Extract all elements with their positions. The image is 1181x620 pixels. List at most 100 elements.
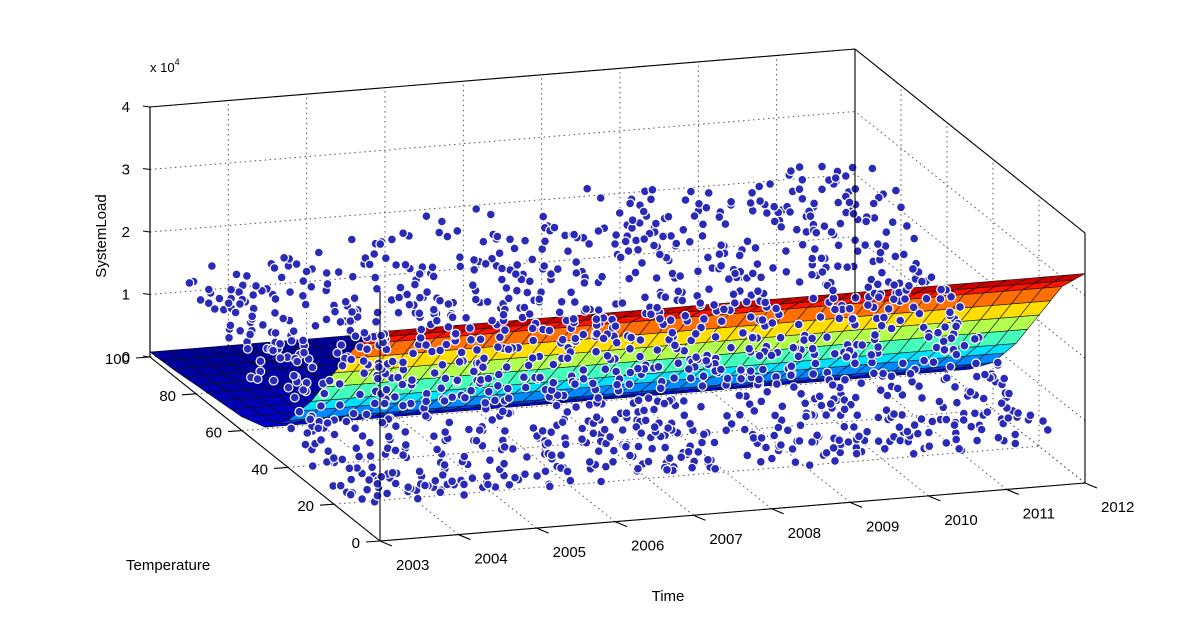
- scatter-series-2005: [346, 228, 576, 492]
- scatter-point: [471, 435, 482, 446]
- scatter-point: [492, 342, 503, 353]
- scatter-point: [805, 211, 816, 222]
- scatter-point: [775, 332, 786, 343]
- scatter-point: [242, 343, 253, 354]
- scatter-point: [431, 315, 442, 326]
- scatter-point: [842, 262, 853, 273]
- scatter-point: [347, 306, 358, 317]
- scatter-point: [379, 398, 390, 409]
- scatter-point: [736, 373, 747, 384]
- scatter-point: [487, 414, 498, 425]
- y-tick-mark: [227, 430, 243, 433]
- scatter-point: [881, 227, 892, 238]
- scatter-point: [969, 408, 980, 419]
- scatter-point: [710, 331, 721, 342]
- scatter-point: [653, 361, 664, 372]
- z-tick-label: 2: [122, 224, 130, 241]
- scatter-point: [450, 328, 461, 339]
- scatter-point: [443, 299, 454, 310]
- scatter-point: [817, 267, 828, 278]
- scatter-point: [819, 221, 830, 232]
- scatter-point: [527, 323, 538, 334]
- scatter-point: [566, 287, 577, 298]
- scatter-point: [741, 296, 752, 307]
- scatter-point: [289, 392, 300, 403]
- scatter-point: [427, 346, 438, 357]
- scatter-point: [821, 410, 832, 421]
- scatter-point: [503, 293, 514, 304]
- scatter-point: [492, 380, 503, 391]
- scatter-point: [744, 399, 755, 410]
- scatter-point: [949, 420, 960, 431]
- scatter-point: [437, 470, 448, 481]
- scatter-point: [329, 429, 340, 440]
- scatter-series-2010: [745, 162, 967, 459]
- scatter-point: [839, 421, 850, 432]
- scatter-point: [701, 202, 712, 213]
- scatter-point: [935, 293, 946, 304]
- scatter-point: [923, 427, 934, 438]
- scatter-point: [364, 437, 375, 448]
- scatter-point: [334, 400, 345, 411]
- scatter-point: [524, 309, 535, 320]
- scatter-point: [757, 364, 768, 375]
- scatter-point: [502, 383, 513, 394]
- scatter-point: [886, 323, 897, 334]
- scatter-point: [814, 391, 825, 402]
- scatter-point: [595, 193, 606, 204]
- scatter-point: [539, 261, 550, 272]
- scatter-point: [639, 234, 650, 245]
- scatter-point: [639, 292, 650, 303]
- scatter-point: [663, 211, 674, 222]
- scatter-point: [703, 284, 714, 295]
- scatter-point: [723, 274, 734, 285]
- scatter-point: [788, 382, 799, 393]
- scatter-point: [434, 227, 445, 238]
- scatter-point: [584, 238, 595, 249]
- scatter-point: [214, 293, 225, 304]
- scatter-point: [868, 368, 879, 379]
- scatter-point: [852, 410, 863, 421]
- scatter-point: [633, 395, 644, 406]
- scatter-point: [892, 383, 903, 394]
- scatter-point: [816, 400, 827, 411]
- scatter-point: [427, 262, 438, 273]
- scatter-point: [452, 225, 463, 236]
- scatter-point: [538, 211, 549, 222]
- scatter-point: [695, 298, 706, 309]
- scatter-point: [636, 257, 647, 268]
- scatter-point: [745, 366, 756, 377]
- x-tick-label: 2011: [1023, 505, 1055, 522]
- scatter-point: [548, 359, 559, 370]
- scatter-point: [283, 382, 294, 393]
- scatter-point: [323, 446, 334, 457]
- scatter-point: [607, 456, 618, 467]
- scatter-point: [209, 304, 220, 315]
- scatter-point: [234, 298, 245, 309]
- scatter-point: [1010, 438, 1021, 449]
- scatter-point: [275, 338, 286, 349]
- scatter-point: [685, 418, 696, 429]
- scatter-point: [367, 462, 378, 473]
- scatter-point: [660, 292, 671, 303]
- scatter-point: [235, 325, 246, 336]
- scatter-point: [914, 308, 925, 319]
- scatter-point: [452, 375, 463, 386]
- scatter-point: [878, 368, 889, 379]
- scatter-point: [599, 424, 610, 435]
- scatter-point: [770, 410, 781, 421]
- scatter-point: [444, 417, 455, 428]
- scatter-point: [302, 428, 313, 439]
- scatter-point: [562, 246, 573, 257]
- scatter-point: [372, 490, 383, 501]
- scatter-point: [387, 467, 398, 478]
- scatter-point: [890, 251, 901, 262]
- scatter-point: [617, 425, 628, 436]
- scatter-point: [923, 331, 934, 342]
- scatter-point: [651, 273, 662, 284]
- scatter-point: [898, 249, 909, 260]
- scatter-point: [499, 441, 510, 452]
- scatter-point: [494, 332, 505, 343]
- scatter-point: [475, 334, 486, 345]
- scatter-point: [578, 365, 589, 376]
